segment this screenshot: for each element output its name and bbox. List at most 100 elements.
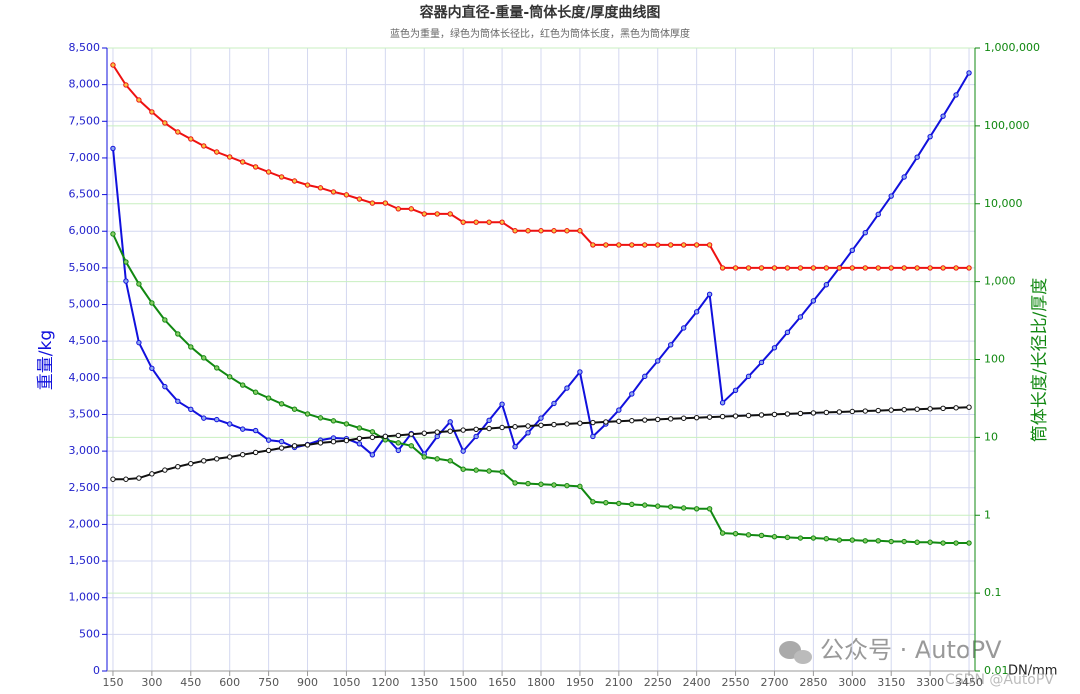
data-point	[486, 425, 492, 432]
data-point	[564, 385, 570, 391]
data-point	[265, 395, 272, 401]
data-point	[421, 454, 427, 460]
data-point	[875, 211, 881, 218]
y-tick-label: 6,000	[69, 224, 101, 237]
x-tick-label: 3000	[838, 676, 866, 689]
data-point	[136, 339, 142, 346]
data-point	[369, 452, 376, 458]
data-point	[655, 416, 661, 423]
x-tick-label: 1050	[332, 676, 360, 689]
data-point	[616, 242, 622, 248]
x-tick-label: 2400	[683, 676, 711, 689]
data-point	[214, 416, 220, 423]
data-point	[252, 164, 259, 170]
y2-tick-label: 100,000	[984, 119, 1030, 132]
data-point	[616, 500, 622, 507]
data-point	[473, 467, 479, 473]
data-point	[330, 418, 337, 424]
data-point	[784, 411, 791, 417]
data-point	[849, 408, 855, 415]
data-point	[966, 265, 972, 271]
data-point	[706, 506, 713, 512]
data-point	[110, 476, 116, 482]
data-point	[473, 219, 479, 225]
data-point	[149, 471, 155, 477]
data-point	[551, 228, 557, 234]
watermark-icon	[779, 641, 812, 664]
data-point	[201, 355, 207, 361]
watermark: 公众号 · AutoPV	[820, 636, 1002, 664]
data-point	[499, 469, 505, 475]
data-point	[758, 412, 765, 418]
data-point	[810, 410, 817, 416]
x-tick-label: 1950	[566, 676, 594, 689]
data-point	[966, 404, 972, 410]
data-point	[123, 82, 129, 88]
y2-tick-label: 0.01	[984, 664, 1009, 677]
y2-tick-label: 1	[984, 508, 991, 521]
data-point	[525, 480, 531, 487]
data-point	[395, 440, 402, 446]
data-point	[317, 440, 324, 446]
data-point	[447, 419, 453, 425]
data-point	[680, 505, 687, 511]
data-point	[745, 265, 752, 271]
data-point	[771, 345, 778, 351]
data-point	[862, 230, 868, 236]
x-tick-label: 750	[258, 676, 279, 689]
x-tick-label: 2850	[799, 676, 827, 689]
data-point	[304, 182, 311, 188]
data-point	[343, 192, 350, 198]
data-point	[797, 410, 804, 417]
data-point	[512, 444, 518, 450]
data-point	[629, 391, 635, 397]
x-tick-label: 3450	[955, 676, 983, 689]
y-tick-label: 4,000	[69, 371, 101, 384]
data-point	[914, 539, 920, 545]
data-point	[927, 133, 933, 140]
data-point	[421, 211, 427, 217]
data-point	[201, 415, 207, 421]
data-point	[123, 278, 129, 284]
data-point	[447, 458, 453, 464]
data-point	[642, 502, 648, 508]
data-point	[162, 120, 168, 126]
data-point	[797, 265, 804, 271]
data-point	[434, 456, 440, 462]
data-point	[162, 383, 168, 390]
y2-tick-label: 1,000	[984, 275, 1016, 288]
x-tick-label: 450	[180, 676, 201, 689]
data-point	[680, 242, 687, 248]
data-point	[706, 291, 713, 297]
data-point	[693, 506, 700, 512]
data-point	[136, 281, 142, 287]
data-point	[175, 398, 181, 404]
x-tick-label: 1350	[410, 676, 438, 689]
data-point	[369, 434, 376, 441]
y-tick-label: 5,500	[69, 261, 101, 274]
data-point	[239, 382, 246, 388]
data-point	[642, 242, 648, 248]
data-point	[953, 265, 959, 271]
data-point	[927, 406, 933, 412]
data-point	[668, 504, 674, 510]
data-point	[447, 211, 453, 217]
data-point	[291, 406, 298, 412]
data-point	[227, 454, 233, 460]
data-point	[771, 411, 778, 418]
data-point	[317, 415, 324, 421]
data-point	[188, 136, 194, 142]
data-point	[304, 411, 311, 417]
data-point	[538, 415, 544, 421]
data-point	[175, 464, 181, 470]
data-point	[719, 400, 726, 406]
data-point	[408, 443, 414, 449]
data-point	[706, 242, 713, 248]
data-point	[668, 416, 674, 422]
data-point	[175, 331, 181, 337]
y-tick-label: 4,500	[69, 334, 101, 347]
x-tick-label: 2100	[605, 676, 633, 689]
data-point	[810, 265, 817, 271]
data-point	[668, 242, 674, 248]
data-point	[810, 298, 817, 304]
